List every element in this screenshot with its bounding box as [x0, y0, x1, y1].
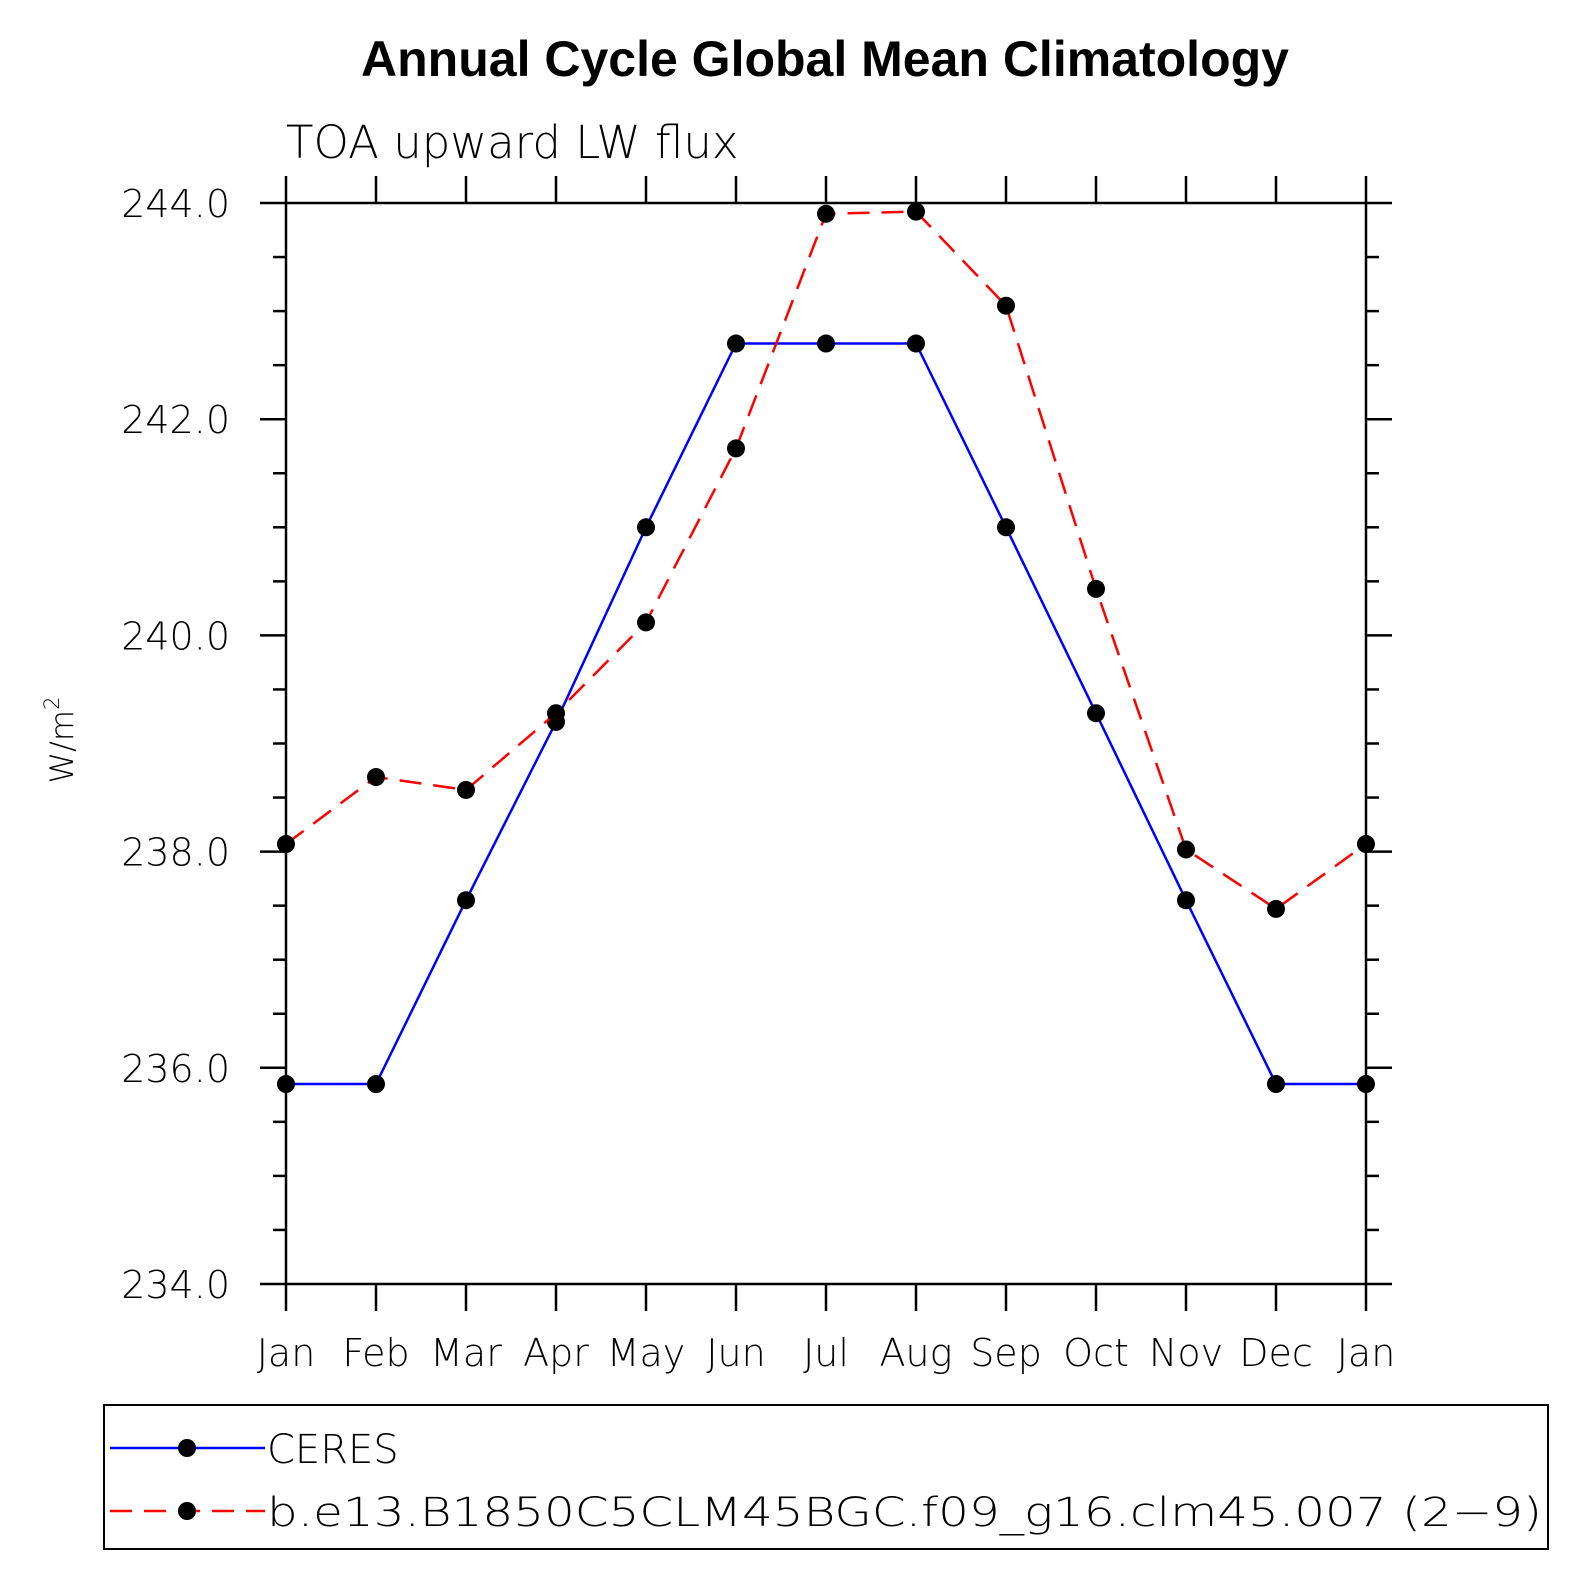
legend-item-ceres: CERES — [110, 1427, 399, 1473]
x-tick-label: Apr — [523, 1331, 589, 1375]
legend-item-model: b.e13.B1850C5CLM45BGC.f09_g16.clm45.007 … — [110, 1490, 1542, 1536]
data-point — [277, 835, 295, 854]
series-ceres — [277, 334, 1375, 1094]
y-axis-label-base: W/m — [43, 710, 81, 784]
data-point — [1357, 1075, 1375, 1094]
legend-label-ceres: CERES — [267, 1427, 399, 1473]
legend-swatch-ceres-marker — [178, 1439, 196, 1457]
data-point — [907, 202, 925, 221]
data-point — [727, 439, 745, 458]
chart-subtitle: TOA upward LW flux — [286, 116, 738, 169]
plot-area — [260, 176, 1392, 1311]
x-tick-labels: Jan Feb Mar Apr May Jun Jul Aug Sep Oct Nov Dec Jan — [257, 1331, 1396, 1375]
data-point — [1087, 579, 1105, 598]
legend-frame — [103, 1404, 1549, 1550]
data-point — [997, 518, 1015, 537]
y-tick-label: 242.0 — [121, 398, 230, 442]
data-point — [367, 768, 385, 787]
y-axis-label: W/m2 — [40, 697, 81, 784]
data-point — [907, 334, 925, 353]
x-tick-label: Dec — [1239, 1331, 1313, 1375]
y-tick-label: 240.0 — [121, 614, 230, 658]
series-line — [285, 210, 1367, 911]
data-point — [637, 518, 655, 537]
data-point — [1177, 840, 1195, 859]
data-point — [817, 204, 835, 223]
series-layer — [277, 202, 1375, 1094]
data-point — [1357, 835, 1375, 854]
data-point — [1267, 1075, 1285, 1094]
y-tick-labels: 234.0 236.0 238.0 240.0 242.0 244.0 — [121, 182, 230, 1307]
legend-swatch-model-marker — [178, 1502, 196, 1520]
x-tick-label: Nov — [1149, 1331, 1223, 1375]
x-tick-label: Sep — [970, 1331, 1042, 1375]
legend: CERES b.e13.B1850C5CLM45BGC.f09_g16.clm4… — [103, 1404, 1549, 1550]
series-model — [277, 202, 1375, 918]
x-tick-label: Jul — [803, 1331, 849, 1375]
chart-title: Annual Cycle Global Mean Climatology — [361, 31, 1289, 87]
y-tick-label: 236.0 — [121, 1047, 230, 1091]
data-point — [367, 1075, 385, 1094]
data-point — [727, 334, 745, 353]
y-tick-label: 238.0 — [121, 831, 230, 875]
y-tick-label: 244.0 — [121, 182, 230, 226]
y-axis-label-text: W/m2 — [40, 697, 81, 784]
data-point — [1267, 899, 1285, 918]
x-tick-label: Jan — [257, 1331, 316, 1375]
data-point — [277, 1075, 295, 1094]
data-point — [637, 613, 655, 632]
data-point — [457, 780, 475, 799]
x-tick-label: Jun — [706, 1331, 765, 1375]
data-point — [997, 296, 1015, 315]
plot-frame — [284, 201, 1368, 1286]
data-point — [457, 891, 475, 910]
x-tick-label: Mar — [430, 1331, 502, 1375]
legend-label-model: b.e13.B1850C5CLM45BGC.f09_g16.clm45.007 … — [267, 1490, 1542, 1536]
data-point — [1087, 704, 1105, 723]
data-point — [1177, 891, 1195, 910]
series-line — [286, 342, 1366, 1086]
x-tick-label: Feb — [342, 1331, 409, 1375]
data-point — [547, 704, 565, 723]
y-axis-label-superscript: 2 — [40, 697, 64, 710]
x-tick-label: Oct — [1063, 1331, 1129, 1375]
x-tick-label: May — [607, 1331, 686, 1375]
data-point — [817, 334, 835, 353]
y-tick-label: 234.0 — [121, 1263, 230, 1307]
x-tick-label: Aug — [880, 1331, 953, 1375]
x-tick-label: Jan — [1337, 1331, 1396, 1375]
